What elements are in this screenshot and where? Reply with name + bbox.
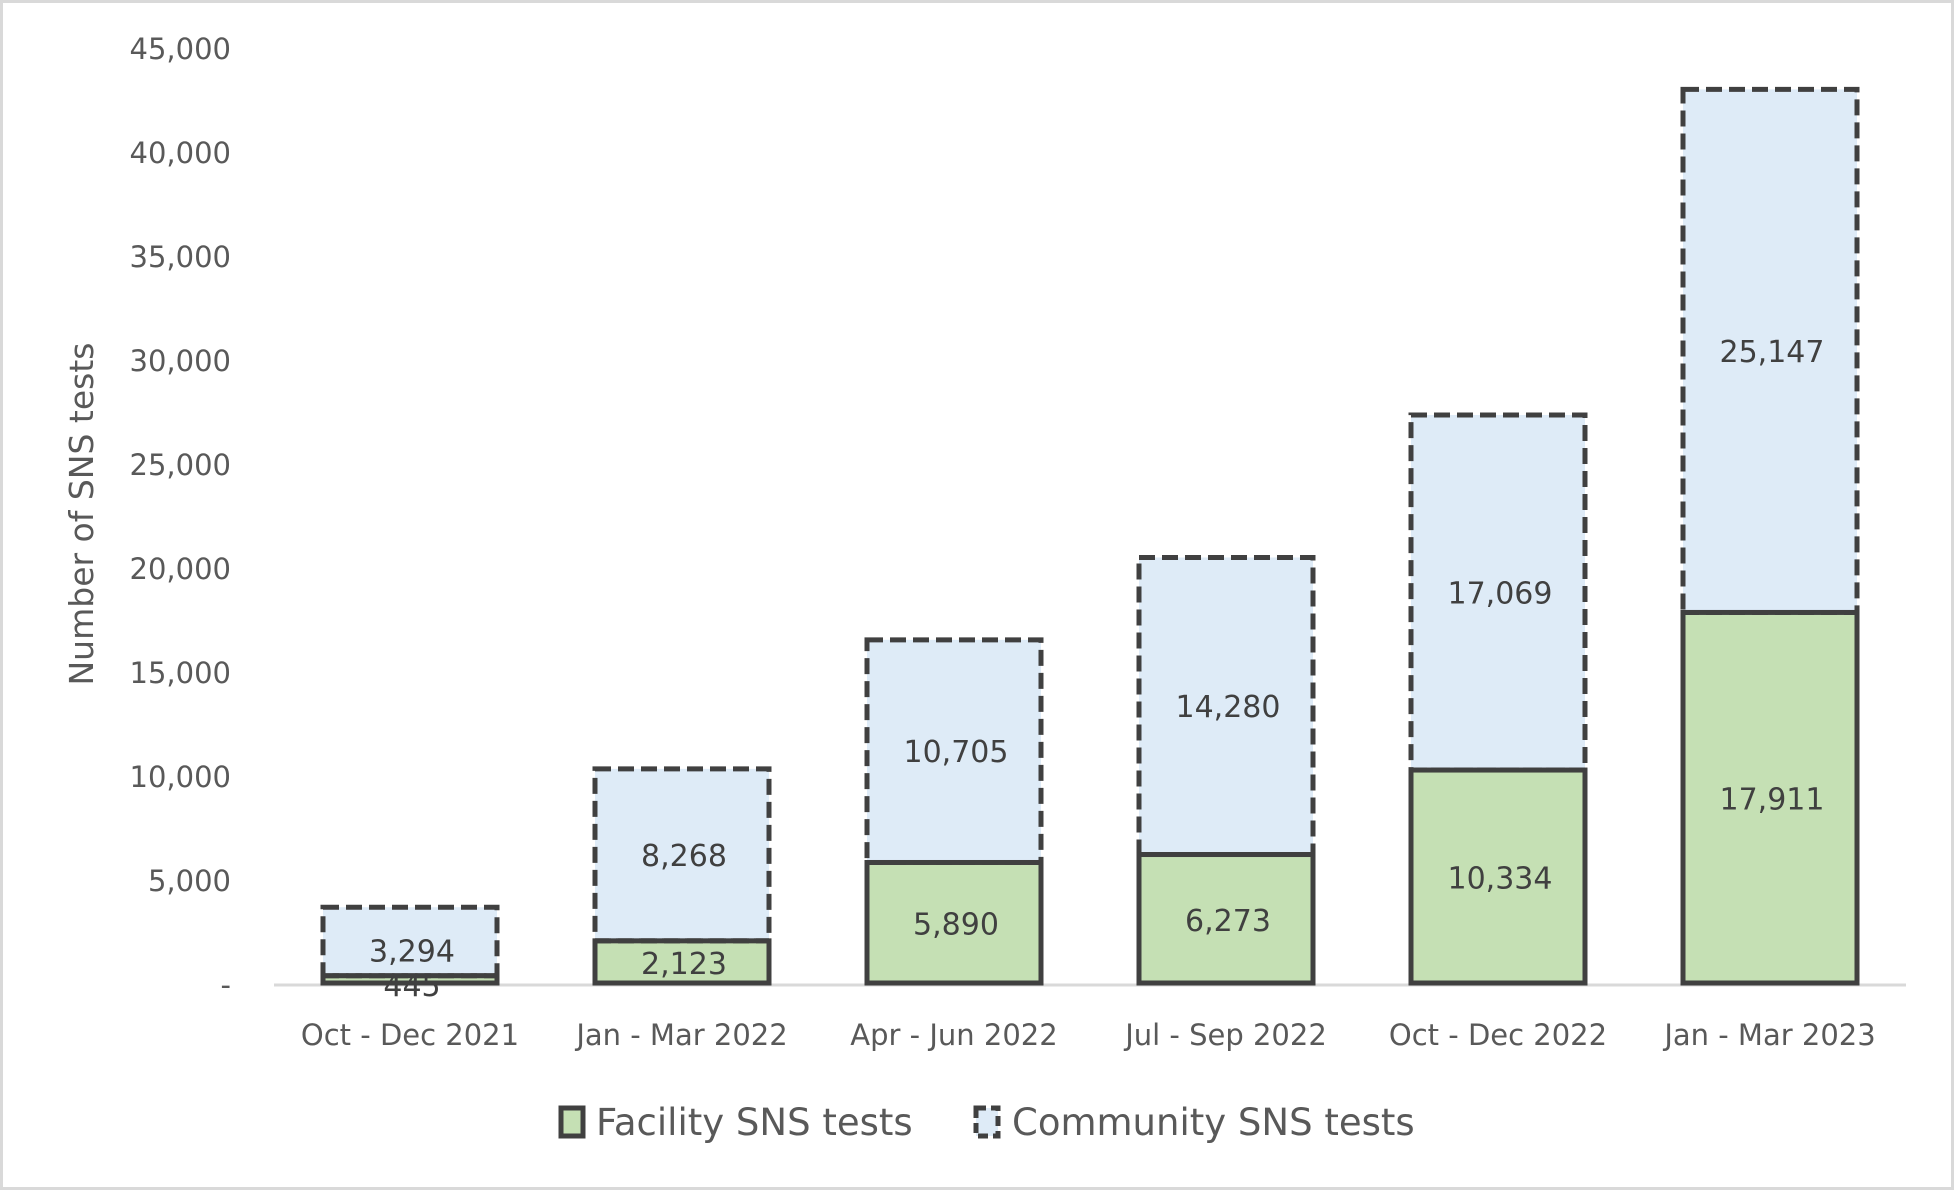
bar-community <box>1136 554 1316 858</box>
bar-facility <box>320 973 500 986</box>
data-label-facility: 445 <box>383 969 440 1004</box>
data-label-community: 17,069 <box>1448 577 1553 612</box>
bar-facility <box>864 859 1044 986</box>
data-label-community: 3,294 <box>369 935 455 970</box>
legend: Facility SNS tests Community SNS tests <box>558 1101 1415 1144</box>
legend-swatch-facility <box>558 1105 586 1139</box>
x-tick-label: Apr - Jun 2022 <box>850 1018 1057 1052</box>
x-tick-label: Jul - Sep 2022 <box>1123 1018 1327 1052</box>
y-axis-label: Number of SNS tests <box>62 343 101 686</box>
x-axis-ticks: Oct - Dec 2021 Jan - Mar 2022 Apr - Jun 20… <box>301 1018 1876 1052</box>
bar-community <box>320 904 500 979</box>
bar-community <box>592 766 772 944</box>
bar-community <box>1408 412 1588 773</box>
legend-swatch-community <box>973 1105 1001 1139</box>
data-label-facility: 10,334 <box>1448 862 1553 897</box>
y-tick-label: 15,000 <box>130 656 231 690</box>
data-label-community: 8,268 <box>641 839 727 874</box>
data-label-community: 25,147 <box>1720 335 1825 370</box>
bar-facility <box>1136 852 1316 986</box>
bar-facility <box>1680 609 1860 986</box>
data-label-community: 10,705 <box>904 735 1009 770</box>
data-label-facility: 5,890 <box>913 908 999 943</box>
bar-facility <box>592 938 772 986</box>
x-tick-label: Jan - Mar 2023 <box>1662 1018 1875 1052</box>
x-tick-label: Oct - Dec 2021 <box>301 1018 519 1052</box>
legend-label-community: Community SNS tests <box>1012 1101 1415 1144</box>
y-tick-label: 5,000 <box>148 864 231 898</box>
y-axis-ticks: - 5,000 10,000 15,000 20,000 25,000 30,000 35,0… <box>130 32 231 1002</box>
x-tick-label: Oct - Dec 2022 <box>1389 1018 1607 1052</box>
bar-facility <box>1408 767 1588 986</box>
y-tick-label: 40,000 <box>130 136 231 170</box>
y-tick-label: - <box>221 968 231 1002</box>
legend-label-facility: Facility SNS tests <box>596 1101 913 1144</box>
y-tick-label: 20,000 <box>130 552 231 586</box>
x-tick-label: Jan - Mar 2022 <box>574 1018 787 1052</box>
y-tick-label: 10,000 <box>130 760 231 794</box>
y-tick-label: 35,000 <box>130 240 231 274</box>
y-tick-label: 25,000 <box>130 448 231 482</box>
data-label-community: 14,280 <box>1176 690 1281 725</box>
data-label-facility: 6,273 <box>1185 904 1271 939</box>
data-label-facility: 2,123 <box>641 947 727 982</box>
data-label-facility: 17,911 <box>1720 783 1825 818</box>
y-tick-label: 30,000 <box>130 344 231 378</box>
y-tick-label: 45,000 <box>130 32 231 66</box>
